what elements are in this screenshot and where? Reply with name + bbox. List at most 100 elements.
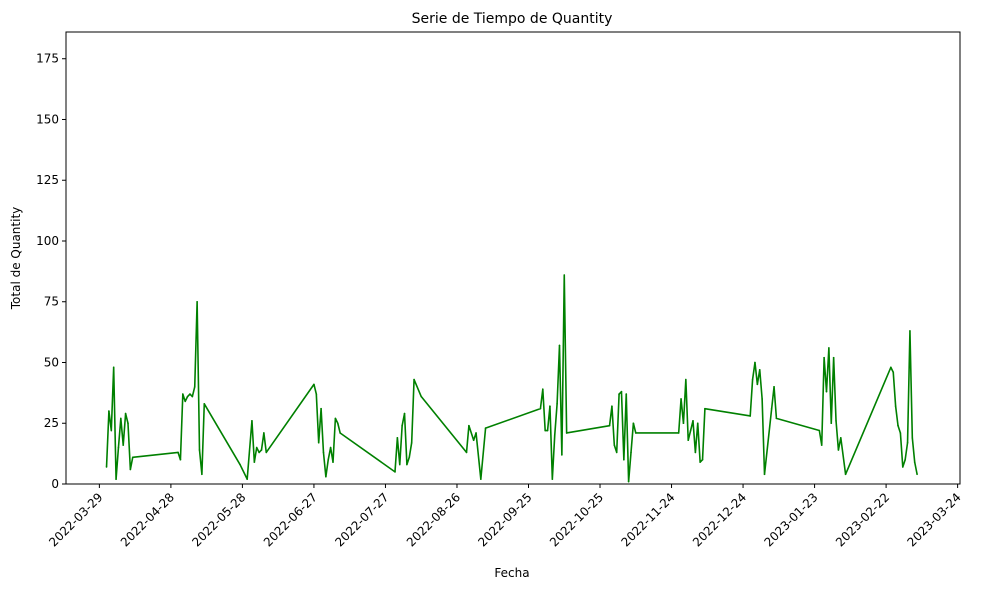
data-point	[539, 407, 542, 410]
data-point	[472, 439, 475, 442]
data-point	[751, 378, 754, 381]
x-tick-label: 2022-09-25	[475, 490, 534, 549]
data-point	[611, 405, 613, 408]
data-point	[773, 385, 775, 388]
data-point	[916, 473, 918, 476]
x-tick-label: 2022-12-24	[690, 490, 749, 549]
data-point	[120, 417, 122, 420]
x-tick-label: 2022-06-27	[261, 490, 320, 549]
data-point	[634, 432, 637, 434]
y-axis-title: Total de Quantity	[9, 207, 23, 311]
data-point	[322, 451, 325, 454]
data-point	[542, 388, 544, 391]
y-axis-ticks: 0 25 50 75 100 125 150 175	[36, 52, 66, 491]
data-point	[558, 344, 561, 347]
data-point	[332, 461, 334, 463]
data-point	[177, 451, 179, 454]
data-point	[901, 466, 904, 468]
data-point	[553, 434, 556, 437]
x-tick-label: 2023-01-23	[761, 490, 820, 549]
data-point	[904, 458, 906, 461]
data-point	[677, 432, 680, 434]
data-point	[410, 441, 413, 444]
data-point	[475, 432, 477, 434]
data-point	[413, 378, 415, 381]
data-point	[186, 395, 189, 398]
data-point	[108, 410, 110, 412]
data-point	[620, 390, 623, 393]
data-point	[255, 446, 258, 449]
data-point	[565, 432, 568, 434]
data-point	[687, 439, 690, 442]
data-point	[201, 473, 203, 476]
x-tick-label: 2022-07-27	[332, 490, 391, 549]
series-line-0	[105, 274, 918, 483]
series-layer	[105, 274, 918, 483]
data-point	[251, 420, 253, 422]
data-point	[239, 463, 241, 466]
data-point	[315, 393, 318, 395]
data-point	[191, 395, 194, 398]
y-tick-label: 0	[51, 477, 59, 491]
data-point	[844, 473, 847, 476]
data-point	[818, 429, 821, 432]
data-point	[327, 458, 330, 461]
data-point	[892, 371, 895, 374]
data-point	[465, 451, 468, 454]
data-point	[549, 405, 551, 408]
x-tick-label: 2023-02-22	[833, 490, 892, 549]
data-point	[632, 422, 635, 425]
data-point	[685, 378, 687, 381]
data-point	[179, 458, 182, 461]
x-axis-ticks: 2022-03-29 2022-04-28 2022-05-28 2022-06-27…	[46, 484, 964, 549]
data-point	[899, 432, 902, 434]
data-point	[556, 403, 558, 405]
data-point	[837, 449, 840, 451]
data-point	[131, 456, 134, 459]
data-point	[403, 412, 406, 415]
data-point	[913, 461, 916, 463]
data-point	[613, 444, 616, 446]
data-point	[193, 385, 196, 388]
data-point	[110, 429, 113, 432]
data-point	[408, 456, 411, 459]
data-point	[749, 415, 752, 417]
data-point	[825, 390, 828, 393]
data-point	[334, 417, 337, 420]
data-point	[561, 454, 563, 456]
data-point	[754, 361, 756, 364]
data-point	[398, 463, 401, 466]
plot-frame	[65, 31, 961, 485]
data-point	[563, 274, 566, 276]
data-point	[680, 398, 682, 400]
data-point	[911, 437, 914, 439]
data-point	[198, 449, 201, 451]
data-point	[546, 429, 549, 432]
data-point	[689, 429, 692, 432]
data-point	[704, 407, 706, 410]
data-point	[832, 356, 835, 359]
data-point	[627, 480, 630, 483]
data-point	[823, 356, 825, 359]
data-point	[761, 398, 763, 400]
data-point	[203, 403, 206, 405]
data-point	[420, 395, 423, 398]
y-tick-label: 75	[44, 295, 59, 309]
y-tick-label: 125	[36, 173, 59, 187]
y-tick-label: 25	[44, 416, 59, 430]
data-point	[313, 383, 315, 386]
data-point	[329, 446, 332, 449]
data-point	[828, 347, 830, 349]
x-tick-label: 2022-08-26	[404, 490, 463, 549]
data-point	[699, 461, 701, 463]
data-point	[129, 468, 132, 471]
data-point	[260, 449, 263, 451]
data-point	[890, 366, 892, 369]
data-point	[625, 393, 628, 395]
data-point	[756, 383, 759, 386]
data-point	[758, 368, 761, 371]
data-point	[246, 478, 248, 480]
y-tick-label: 100	[36, 234, 59, 248]
